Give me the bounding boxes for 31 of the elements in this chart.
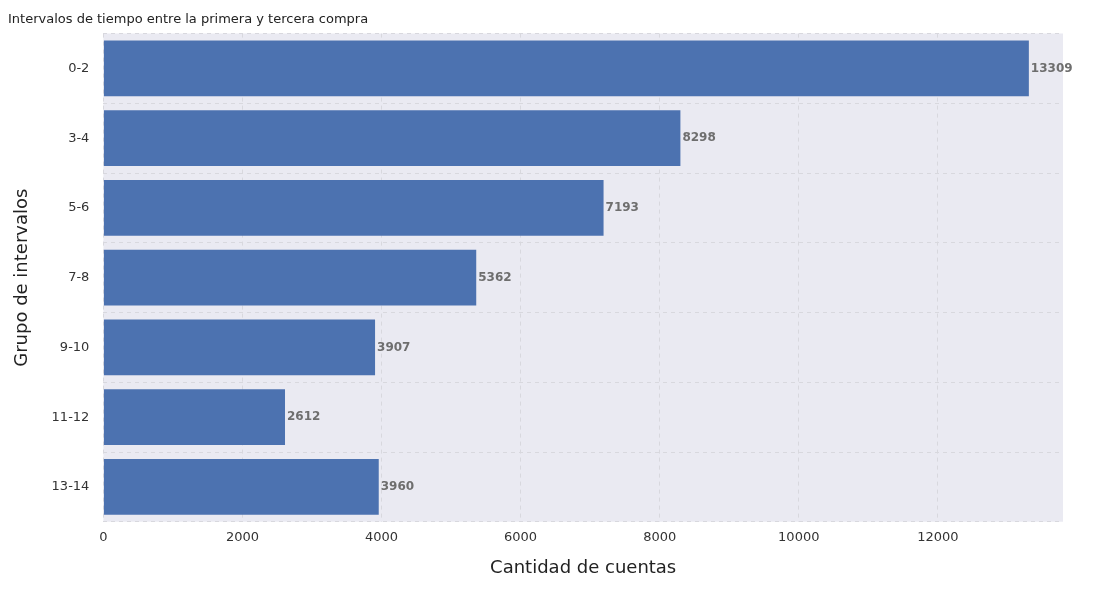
data-label: 3960 [380, 479, 415, 494]
y-tick-label: 11-12 [51, 408, 90, 424]
data-label: 7193 [605, 200, 639, 215]
y-tick-label: 0-2 [68, 59, 90, 75]
data-label: 3907 [377, 339, 411, 354]
x-tick-label: 2000 [225, 528, 259, 544]
bar [103, 110, 681, 167]
bar [103, 459, 379, 515]
bar [103, 389, 286, 446]
bar [103, 40, 1029, 97]
bar [103, 319, 376, 376]
bar [103, 180, 604, 236]
y-tick-label: 5-6 [68, 199, 90, 215]
y-tick-label: 3-4 [68, 129, 90, 145]
data-label: 5362 [478, 269, 512, 284]
x-tick-label: 0 [99, 528, 108, 544]
chart-title: Intervalos de tiempo entre la primera y tercera compra [8, 11, 369, 27]
y-tick-label: 9-10 [59, 338, 90, 354]
data-label: 2612 [287, 409, 321, 424]
x-tick-label: 4000 [364, 528, 399, 544]
y-axis-title: Grupo de intervalos [10, 188, 32, 367]
x-tick-label: 6000 [504, 528, 538, 544]
x-tick-label: 10000 [778, 528, 820, 544]
x-tick-label: 12000 [917, 528, 959, 544]
data-label: 8298 [682, 130, 716, 145]
x-axis-title: Cantidad de cuentas [490, 555, 677, 577]
y-tick-label: 13-14 [51, 478, 90, 494]
x-tick-label: 8000 [643, 528, 677, 544]
bar [103, 249, 477, 306]
y-tick-label: 7-8 [68, 269, 90, 285]
data-label: 13309 [1030, 60, 1073, 75]
